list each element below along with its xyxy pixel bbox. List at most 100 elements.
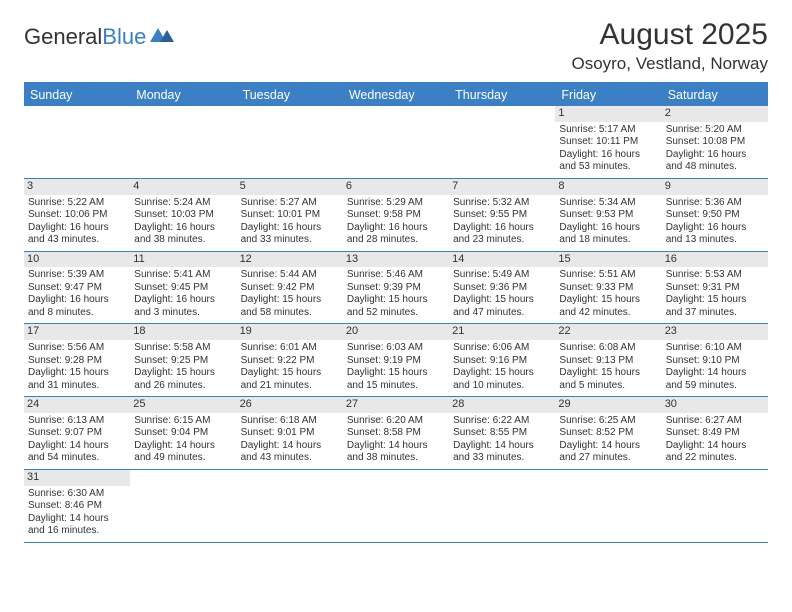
sunset-line: Sunset: 9:22 PM (241, 355, 339, 368)
day-header-fri: Friday (555, 84, 661, 106)
daylight-line-2: and 33 minutes. (241, 234, 339, 247)
daylight-line-1: Daylight: 14 hours (241, 440, 339, 453)
day-header-mon: Monday (130, 84, 236, 106)
daylight-line-1: Daylight: 15 hours (28, 367, 126, 380)
day-number: 24 (24, 397, 130, 413)
day-number: 19 (237, 324, 343, 340)
daylight-line-1: Daylight: 14 hours (559, 440, 657, 453)
sunrise-line: Sunrise: 6:03 AM (347, 342, 445, 355)
daylight-line-2: and 8 minutes. (28, 307, 126, 320)
sunrise-line: Sunrise: 5:58 AM (134, 342, 232, 355)
day-cell (24, 106, 130, 178)
day-cell: 4Sunrise: 5:24 AMSunset: 10:03 PMDayligh… (130, 179, 236, 251)
day-cell: 9Sunrise: 5:36 AMSunset: 9:50 PMDaylight… (662, 179, 768, 251)
sunset-line: Sunset: 9:45 PM (134, 282, 232, 295)
day-cell (343, 106, 449, 178)
day-cell: 1Sunrise: 5:17 AMSunset: 10:11 PMDayligh… (555, 106, 661, 178)
daylight-line-2: and 38 minutes. (134, 234, 232, 247)
day-number: 18 (130, 324, 236, 340)
day-cell (343, 470, 449, 542)
daylight-line-2: and 13 minutes. (666, 234, 764, 247)
sunrise-line: Sunrise: 6:27 AM (666, 415, 764, 428)
daylight-line-2: and 52 minutes. (347, 307, 445, 320)
day-cell: 8Sunrise: 5:34 AMSunset: 9:53 PMDaylight… (555, 179, 661, 251)
logo-text-general: General (24, 24, 102, 50)
day-cell: 17Sunrise: 5:56 AMSunset: 9:28 PMDayligh… (24, 324, 130, 396)
day-number: 20 (343, 324, 449, 340)
day-number: 10 (24, 252, 130, 268)
day-number: 22 (555, 324, 661, 340)
sunset-line: Sunset: 9:16 PM (453, 355, 551, 368)
week-row: 1Sunrise: 5:17 AMSunset: 10:11 PMDayligh… (24, 106, 768, 179)
day-number: 16 (662, 252, 768, 268)
sunset-line: Sunset: 9:53 PM (559, 209, 657, 222)
day-cell (130, 470, 236, 542)
day-number: 14 (449, 252, 555, 268)
day-cell: 22Sunrise: 6:08 AMSunset: 9:13 PMDayligh… (555, 324, 661, 396)
daylight-line-1: Daylight: 14 hours (666, 440, 764, 453)
location: Osoyro, Vestland, Norway (571, 54, 768, 74)
daylight-line-1: Daylight: 16 hours (347, 222, 445, 235)
daylight-line-2: and 23 minutes. (453, 234, 551, 247)
day-header-row: Sunday Monday Tuesday Wednesday Thursday… (24, 84, 768, 106)
sunset-line: Sunset: 8:58 PM (347, 427, 445, 440)
week-row: 24Sunrise: 6:13 AMSunset: 9:07 PMDayligh… (24, 397, 768, 470)
daylight-line-2: and 18 minutes. (559, 234, 657, 247)
daylight-line-1: Daylight: 15 hours (241, 367, 339, 380)
daylight-line-2: and 38 minutes. (347, 452, 445, 465)
daylight-line-1: Daylight: 16 hours (134, 222, 232, 235)
sunrise-line: Sunrise: 6:18 AM (241, 415, 339, 428)
week-row: 17Sunrise: 5:56 AMSunset: 9:28 PMDayligh… (24, 324, 768, 397)
sunset-line: Sunset: 10:06 PM (28, 209, 126, 222)
sunrise-line: Sunrise: 5:22 AM (28, 197, 126, 210)
day-cell: 6Sunrise: 5:29 AMSunset: 9:58 PMDaylight… (343, 179, 449, 251)
sunrise-line: Sunrise: 5:39 AM (28, 269, 126, 282)
title-block: August 2025 Osoyro, Vestland, Norway (571, 18, 768, 74)
sunset-line: Sunset: 9:07 PM (28, 427, 126, 440)
sunset-line: Sunset: 9:10 PM (666, 355, 764, 368)
daylight-line-1: Daylight: 14 hours (134, 440, 232, 453)
day-cell: 12Sunrise: 5:44 AMSunset: 9:42 PMDayligh… (237, 252, 343, 324)
daylight-line-1: Daylight: 15 hours (559, 367, 657, 380)
day-number: 2 (662, 106, 768, 122)
daylight-line-1: Daylight: 16 hours (559, 149, 657, 162)
sunset-line: Sunset: 8:52 PM (559, 427, 657, 440)
sunset-line: Sunset: 8:55 PM (453, 427, 551, 440)
daylight-line-1: Daylight: 15 hours (347, 294, 445, 307)
month-title: August 2025 (571, 18, 768, 52)
daylight-line-2: and 21 minutes. (241, 380, 339, 393)
day-number: 3 (24, 179, 130, 195)
daylight-line-1: Daylight: 15 hours (666, 294, 764, 307)
sunset-line: Sunset: 9:36 PM (453, 282, 551, 295)
daylight-line-2: and 48 minutes. (666, 161, 764, 174)
daylight-line-2: and 59 minutes. (666, 380, 764, 393)
logo-text-blue: Blue (102, 24, 146, 50)
sunset-line: Sunset: 9:19 PM (347, 355, 445, 368)
daylight-line-2: and 3 minutes. (134, 307, 232, 320)
sunrise-line: Sunrise: 5:56 AM (28, 342, 126, 355)
sunset-line: Sunset: 8:49 PM (666, 427, 764, 440)
daylight-line-2: and 5 minutes. (559, 380, 657, 393)
daylight-line-2: and 47 minutes. (453, 307, 551, 320)
day-number: 5 (237, 179, 343, 195)
daylight-line-1: Daylight: 14 hours (453, 440, 551, 453)
sunset-line: Sunset: 9:39 PM (347, 282, 445, 295)
day-cell (662, 470, 768, 542)
day-number: 25 (130, 397, 236, 413)
day-cell: 5Sunrise: 5:27 AMSunset: 10:01 PMDayligh… (237, 179, 343, 251)
day-cell: 31Sunrise: 6:30 AMSunset: 8:46 PMDayligh… (24, 470, 130, 542)
daylight-line-1: Daylight: 14 hours (666, 367, 764, 380)
daylight-line-2: and 53 minutes. (559, 161, 657, 174)
day-cell: 29Sunrise: 6:25 AMSunset: 8:52 PMDayligh… (555, 397, 661, 469)
sunrise-line: Sunrise: 6:15 AM (134, 415, 232, 428)
sunrise-line: Sunrise: 5:24 AM (134, 197, 232, 210)
daylight-line-1: Daylight: 16 hours (666, 222, 764, 235)
day-number: 11 (130, 252, 236, 268)
day-cell (555, 470, 661, 542)
day-number: 13 (343, 252, 449, 268)
day-cell: 20Sunrise: 6:03 AMSunset: 9:19 PMDayligh… (343, 324, 449, 396)
daylight-line-2: and 43 minutes. (241, 452, 339, 465)
day-header-sat: Saturday (662, 84, 768, 106)
weeks-container: 1Sunrise: 5:17 AMSunset: 10:11 PMDayligh… (24, 106, 768, 543)
sunrise-line: Sunrise: 5:32 AM (453, 197, 551, 210)
